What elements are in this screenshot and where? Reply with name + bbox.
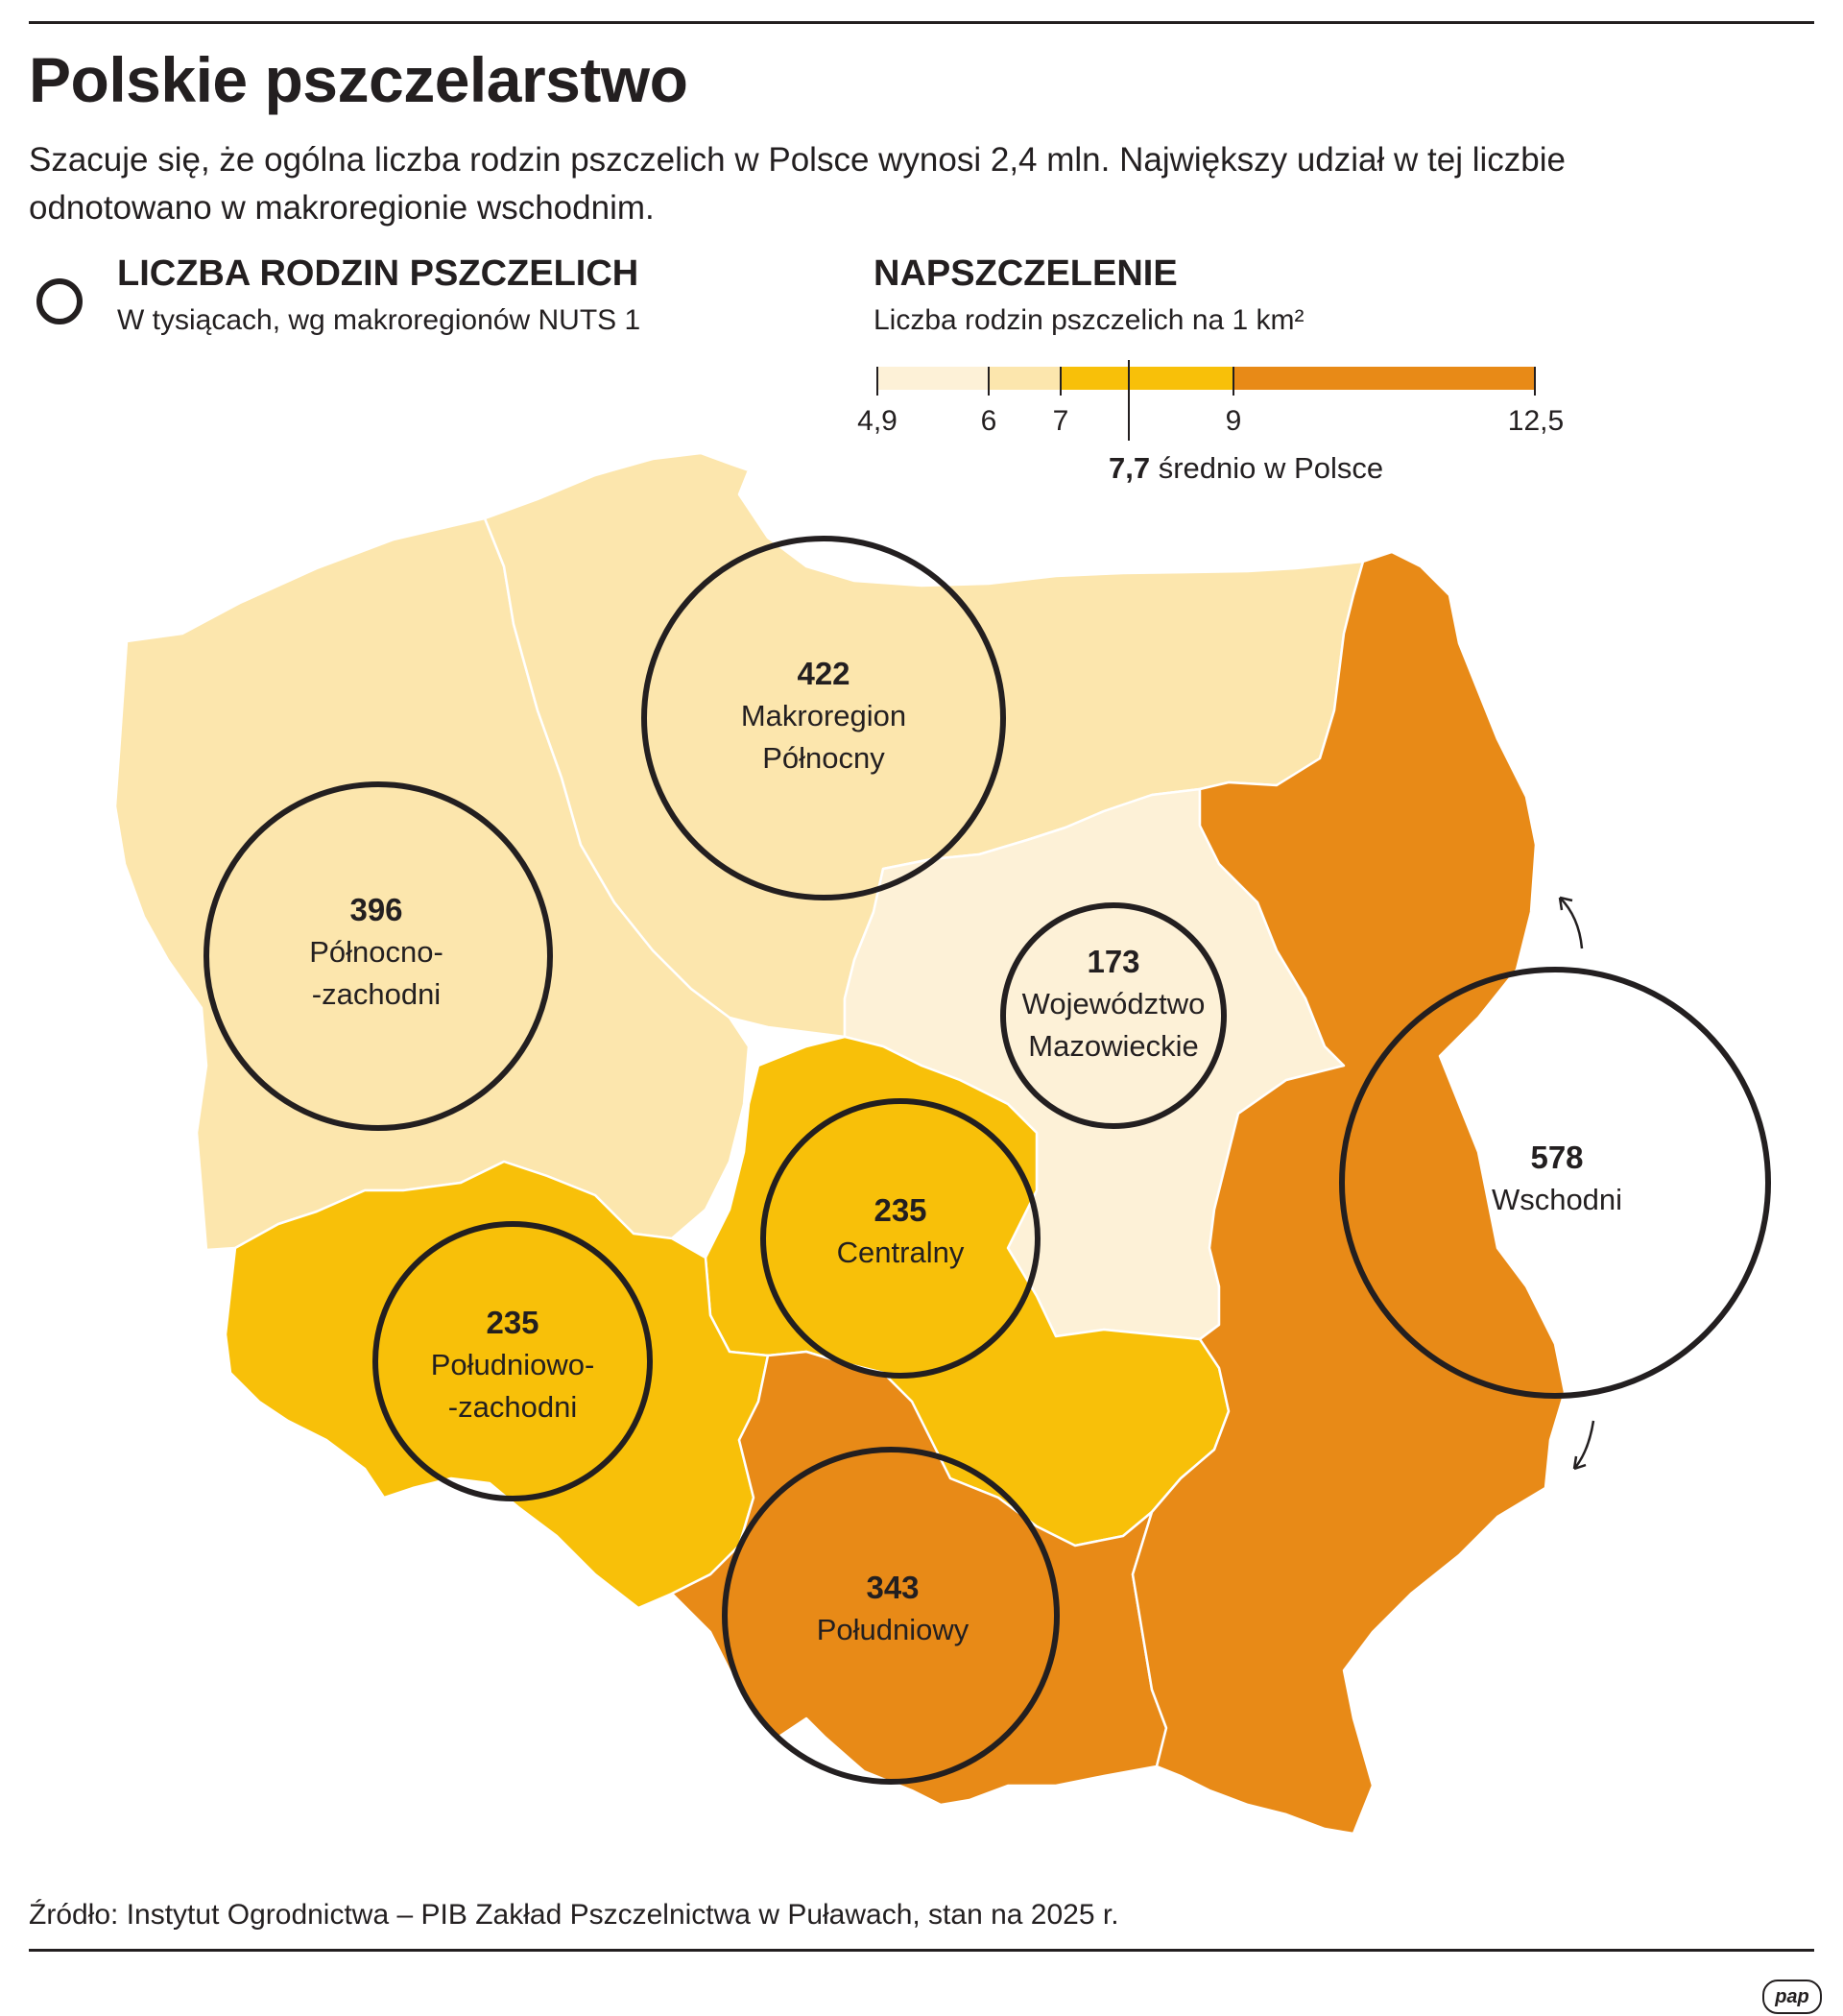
page-subtitle: Szacuje się, że ogólna liczba rodzin psz… — [29, 141, 1566, 227]
average-text: średnio w Polsce — [1158, 451, 1384, 485]
label-poludniowo-zachodni: 235 Południowo- -zachodni — [431, 1302, 595, 1428]
average-value: 7,7 — [1109, 451, 1151, 485]
scale-tick — [988, 367, 990, 396]
circle-legend-title: LICZBA RODZIN PSZCZELICH — [117, 253, 639, 294]
circle-poludniowy — [722, 1447, 1060, 1785]
region-wschodni — [1131, 550, 1567, 1836]
average-label: 7,7 średnio w Polsce — [1109, 451, 1383, 486]
source-note: Źródło: Instytut Ogrodnictwa – PIB Zakła… — [29, 1899, 1119, 1931]
label-wschodni: 578 Wschodni — [1492, 1137, 1622, 1221]
region-name: Północno- — [309, 935, 443, 969]
scale-label: 6 — [980, 405, 997, 437]
region-value: 235 — [486, 1305, 539, 1340]
region-name: Północny — [762, 741, 885, 775]
region-name: Południowo- — [430, 1348, 595, 1381]
region-name: -zachodni — [311, 977, 442, 1011]
density-legend-title: NAPSZCZELENIE — [874, 253, 1178, 294]
scale-tick — [1534, 367, 1536, 396]
region-poludniowy — [670, 1350, 1168, 1807]
scale-tick — [1233, 367, 1234, 396]
region-name: Południowy — [816, 1613, 969, 1646]
label-centralny: 235 Centralny — [837, 1189, 965, 1274]
region-name: Województwo — [1021, 987, 1206, 1020]
scale-label: 4,9 — [857, 405, 898, 437]
bottom-rule — [29, 1949, 1814, 1952]
region-name: Centralny — [836, 1236, 965, 1269]
region-name: Mazowieckie — [1028, 1029, 1199, 1063]
arrow-down-icon — [1573, 1420, 1595, 1470]
circle-mazowieckie — [1000, 902, 1227, 1129]
page-title: Polskie pszczelarstwo — [29, 44, 688, 115]
circle-centralny — [760, 1098, 1041, 1379]
pap-logo: pap — [1762, 1980, 1822, 2014]
arrow-up-icon — [1559, 897, 1584, 949]
arrow-up-icon-head — [1558, 896, 1573, 911]
region-value: 235 — [874, 1192, 927, 1228]
circle-legend-icon — [36, 278, 83, 324]
scale-label: 9 — [1225, 405, 1242, 437]
label-mazowieckie: 173 Województwo Mazowieckie — [1022, 941, 1206, 1068]
region-value: 173 — [1087, 944, 1140, 979]
scale-label: 7 — [1052, 405, 1069, 437]
arrow-down-icon-head — [1572, 1455, 1587, 1471]
label-polnocny: 422 Makroregion Północny — [741, 653, 906, 780]
region-value: 343 — [866, 1570, 920, 1605]
region-value: 396 — [349, 892, 403, 927]
region-name: Wschodni — [1491, 1183, 1623, 1216]
scale-label: 12,5 — [1507, 405, 1565, 437]
circle-polnocno-zachodni — [203, 781, 553, 1131]
density-legend-subtitle: Liczba rodzin pszczelich na 1 km² — [874, 304, 1304, 336]
region-value: 422 — [797, 656, 850, 691]
region-name: Makroregion — [740, 699, 907, 732]
scale-tick — [876, 367, 878, 396]
region-name: -zachodni — [447, 1390, 578, 1424]
region-value: 578 — [1530, 1140, 1584, 1175]
circle-polnocny — [641, 536, 1006, 900]
circle-poludniowo-zachodni — [372, 1221, 653, 1501]
scale-tick — [1060, 367, 1062, 396]
label-polnocno-zachodni: 396 Północno- -zachodni — [309, 889, 443, 1016]
top-rule — [29, 21, 1814, 24]
label-poludniowy: 343 Południowy — [817, 1567, 969, 1651]
circle-wschodni — [1339, 967, 1771, 1399]
circle-legend-subtitle: W tysiącach, wg makroregionów NUTS 1 — [117, 304, 641, 336]
scale-segment-2 — [988, 367, 1060, 390]
scale-segment-4 — [1233, 367, 1535, 390]
scale-segment-1 — [876, 367, 988, 390]
scale-segment-3 — [1060, 367, 1233, 390]
average-marker — [1128, 360, 1130, 441]
